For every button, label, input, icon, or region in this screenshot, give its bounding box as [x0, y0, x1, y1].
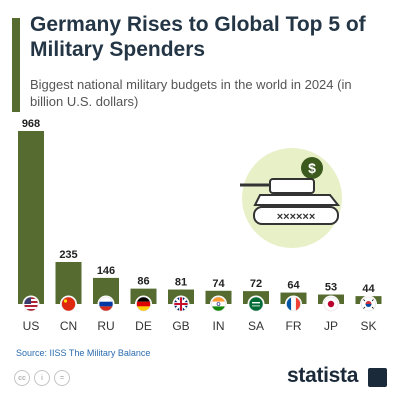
chart-title: Germany Rises to Global Top 5 of Militar…: [30, 13, 366, 61]
bar-group-gb: 81 GB: [168, 277, 194, 333]
sa-flag-icon: [247, 295, 265, 313]
us-flag-icon: [22, 295, 40, 313]
chart-subtitle: Biggest national military budgets in the…: [30, 77, 352, 109]
tank-track-wheels: ××××××: [277, 211, 316, 223]
fr-flag-icon: [285, 295, 302, 313]
value-label: 64: [287, 280, 300, 292]
tank-hull: [253, 194, 341, 206]
license-icons: cc i =: [14, 370, 70, 386]
cn-flag-icon: [60, 295, 77, 313]
bar-group-ru: 146 RU: [93, 265, 119, 333]
category-label: SA: [248, 319, 264, 333]
cc-license-icon[interactable]: cc: [14, 370, 30, 386]
category-label: SK: [360, 319, 376, 333]
in-flag-icon: [210, 295, 227, 313]
value-label: 81: [175, 277, 187, 289]
bar-group-in: 74 IN: [205, 278, 232, 333]
statista-logo-icon: [368, 368, 387, 387]
ru-flag-icon: [97, 295, 115, 313]
category-label: FR: [286, 319, 302, 333]
category-label: JP: [324, 319, 338, 333]
gb-flag-icon: [172, 295, 190, 313]
de-flag-icon: [135, 295, 152, 313]
bar-group-sa: 72 SA: [243, 278, 269, 333]
statista-logo[interactable]: statista: [287, 364, 359, 387]
value-label: 53: [325, 282, 337, 294]
category-label: CN: [60, 319, 77, 333]
attribution-icon[interactable]: i: [34, 370, 50, 386]
sk-flag-icon: [360, 295, 377, 313]
dollar-coin-icon: [301, 157, 323, 179]
no-derivatives-icon[interactable]: =: [54, 370, 70, 386]
bar-group-jp: 53 JP: [318, 282, 344, 333]
source-note[interactable]: Source: IISS The Military Balance: [16, 348, 151, 358]
bar-us: [18, 131, 44, 304]
tank-tracks: [253, 206, 339, 225]
category-label: RU: [97, 319, 114, 333]
value-label: 44: [362, 283, 375, 295]
category-label: GB: [172, 319, 189, 333]
category-label: IN: [213, 319, 225, 333]
dollar-sign: $: [308, 160, 316, 176]
tank-turret: [269, 178, 315, 194]
bar-group-fr: 64 FR: [280, 280, 307, 333]
title-accent-bar: [12, 18, 20, 112]
value-label: 235: [59, 249, 77, 261]
tank-with-dollar-coin-icon: $ ××××××: [240, 148, 342, 248]
bar-group-sk: 44 SK: [355, 283, 382, 333]
bar-group-de: 86 DE: [130, 276, 157, 333]
value-label: 74: [212, 278, 225, 290]
jp-flag-icon: [322, 295, 340, 313]
category-label: US: [23, 319, 40, 333]
value-label: 968: [22, 118, 40, 130]
bar-group-us: 968 US: [18, 118, 44, 333]
value-label: 146: [97, 265, 115, 277]
value-label: 86: [137, 276, 149, 288]
value-label: 72: [250, 278, 262, 290]
category-label: DE: [135, 319, 152, 333]
bar-group-cn: 235 CN: [55, 249, 82, 333]
